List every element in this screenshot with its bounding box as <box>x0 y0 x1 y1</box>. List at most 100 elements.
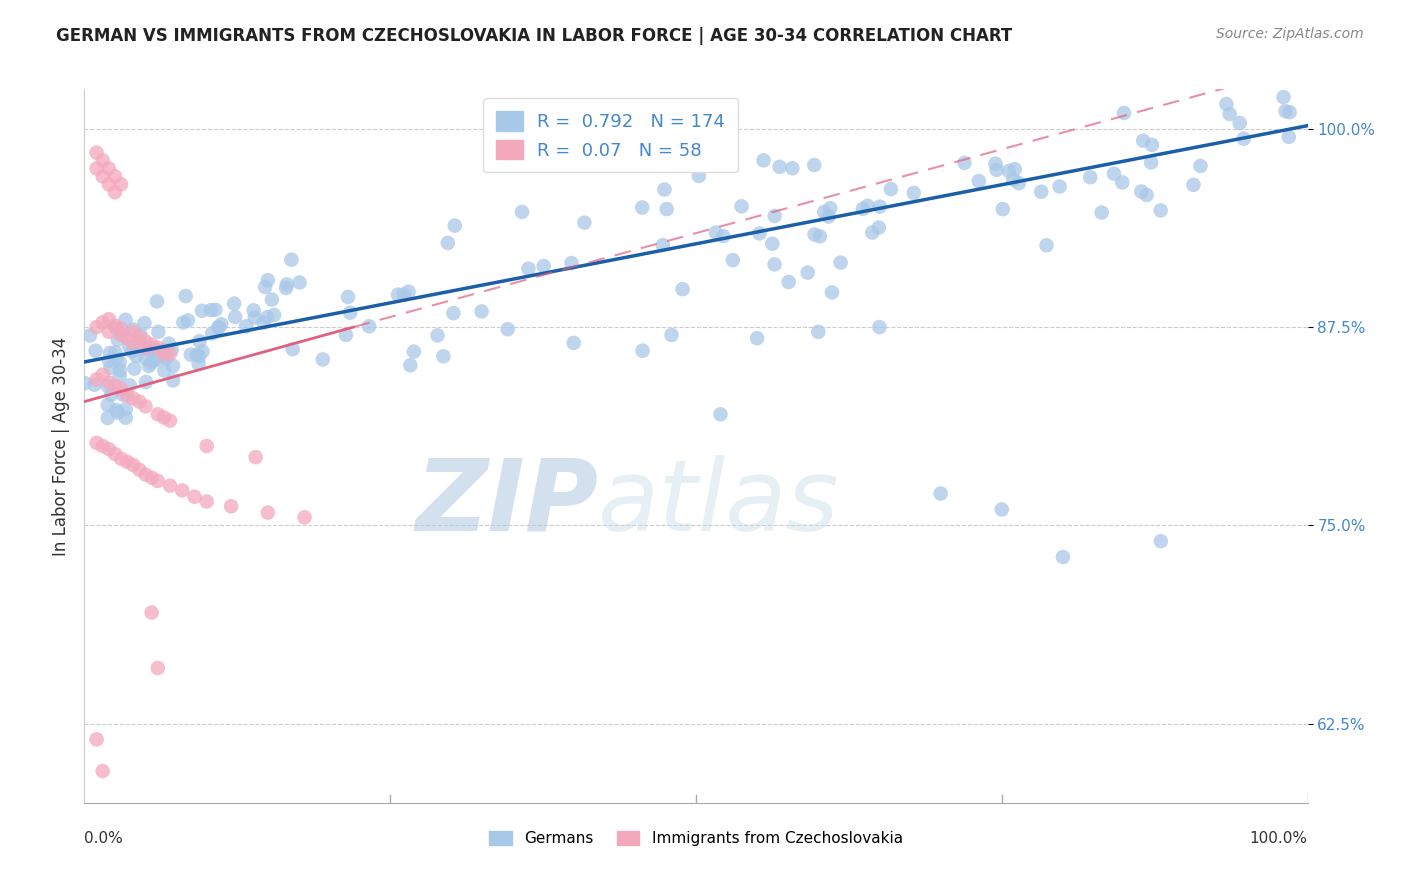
Point <box>114 313 136 327</box>
Point <box>1002 172 1025 186</box>
Point <box>1031 185 1053 199</box>
Point <box>763 209 786 223</box>
Point <box>1112 106 1135 120</box>
Point <box>256 310 278 325</box>
Point <box>97 376 120 390</box>
Point <box>153 350 176 364</box>
Point <box>207 320 229 334</box>
Point <box>1150 534 1173 549</box>
Point <box>122 325 145 339</box>
Point <box>155 351 177 366</box>
Point <box>128 394 150 409</box>
Point <box>138 343 160 357</box>
Point <box>730 199 752 213</box>
Point <box>191 303 214 318</box>
Point <box>387 287 409 301</box>
Point <box>100 360 122 375</box>
Point <box>1078 170 1101 185</box>
Point <box>187 357 209 371</box>
Point <box>671 282 693 296</box>
Point <box>1111 175 1133 189</box>
Point <box>97 398 120 412</box>
Point <box>257 506 280 520</box>
Point <box>177 313 200 327</box>
Point <box>704 226 727 240</box>
Point <box>129 328 152 343</box>
Text: atlas: atlas <box>598 455 839 551</box>
Point <box>208 320 231 334</box>
Point <box>86 145 108 160</box>
Point <box>153 363 176 377</box>
Point <box>821 285 844 300</box>
Point <box>162 359 184 373</box>
Point <box>186 348 208 362</box>
Point <box>830 255 852 269</box>
Point <box>288 276 311 290</box>
Point <box>148 325 170 339</box>
Point <box>254 280 277 294</box>
Point <box>86 161 108 176</box>
Text: 100.0%: 100.0% <box>1250 831 1308 847</box>
Point <box>1150 203 1173 218</box>
Point <box>312 352 335 367</box>
Point <box>172 316 194 330</box>
Point <box>104 378 127 392</box>
Point <box>84 343 107 358</box>
Point <box>655 202 678 216</box>
Point <box>1140 137 1163 152</box>
Point <box>235 319 257 334</box>
Point <box>134 316 156 330</box>
Point <box>146 474 169 488</box>
Point <box>142 354 165 368</box>
Point <box>122 322 145 336</box>
Point <box>818 201 841 215</box>
Point <box>128 463 150 477</box>
Point <box>104 345 127 359</box>
Point <box>91 315 114 329</box>
Point <box>1233 131 1256 145</box>
Point <box>1004 162 1026 177</box>
Point <box>432 349 454 363</box>
Point <box>953 156 976 170</box>
Point <box>1189 159 1212 173</box>
Point <box>157 336 180 351</box>
Point <box>399 358 422 372</box>
Point <box>122 335 145 350</box>
Point <box>903 186 925 200</box>
Legend: Germans, Immigrants from Czechoslovakia: Germans, Immigrants from Czechoslovakia <box>484 825 908 852</box>
Point <box>135 400 157 414</box>
Point <box>817 210 839 224</box>
Point <box>110 178 132 192</box>
Point <box>146 661 169 675</box>
Point <box>709 407 731 421</box>
Point <box>257 273 280 287</box>
Point <box>188 349 211 363</box>
Point <box>252 316 274 330</box>
Point <box>110 328 132 343</box>
Point <box>97 442 120 457</box>
Point <box>721 253 744 268</box>
Point <box>560 256 582 270</box>
Point <box>115 455 138 469</box>
Point <box>110 321 132 335</box>
Point <box>138 359 160 373</box>
Point <box>1274 104 1296 119</box>
Point <box>437 235 460 250</box>
Point <box>110 451 132 466</box>
Point <box>145 352 167 367</box>
Text: Source: ZipAtlas.com: Source: ZipAtlas.com <box>1216 27 1364 41</box>
Point <box>114 410 136 425</box>
Point <box>100 387 122 401</box>
Point <box>426 328 449 343</box>
Point <box>128 338 150 352</box>
Point <box>107 406 129 420</box>
Point <box>122 392 145 406</box>
Point <box>929 486 952 500</box>
Point <box>1278 129 1301 144</box>
Point <box>803 158 825 172</box>
Point <box>128 329 150 343</box>
Point <box>73 376 96 391</box>
Point <box>398 285 420 299</box>
Point <box>174 289 197 303</box>
Point <box>97 312 120 326</box>
